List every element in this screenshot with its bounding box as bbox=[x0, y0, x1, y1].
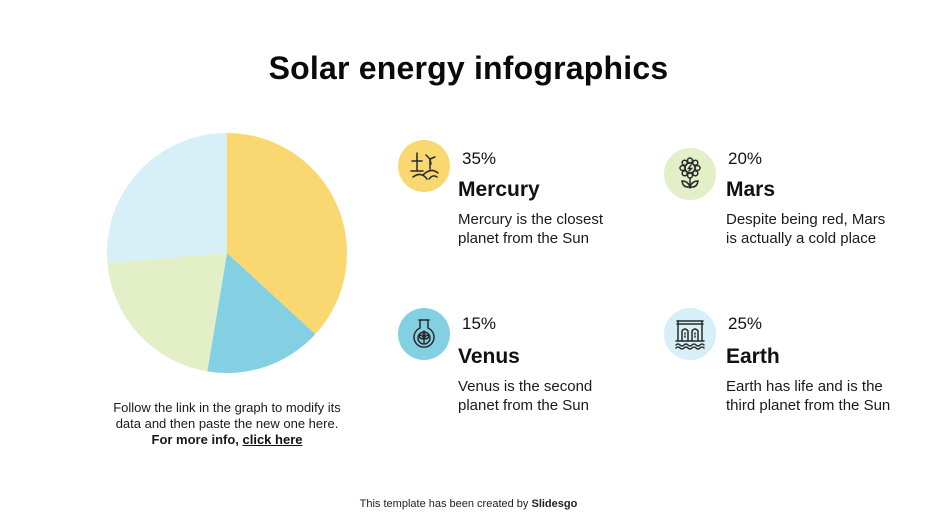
venus-description: Venus is the second planet from the Sun bbox=[458, 378, 593, 414]
note-line-1: Follow the link in the graph to modify i… bbox=[113, 400, 341, 415]
chart-note: Follow the link in the graph to modify i… bbox=[80, 400, 374, 448]
wind-turbine-icon bbox=[398, 140, 450, 192]
earth-percent: 25% bbox=[728, 314, 763, 333]
venus-title: Venus bbox=[458, 345, 520, 368]
note-line-2: data and then paste the new one here. bbox=[115, 416, 339, 431]
click-here-link[interactable]: click here bbox=[242, 432, 303, 447]
mars-percent: 20% bbox=[728, 149, 763, 168]
page-title: Solar energy infographics bbox=[268, 50, 669, 86]
earth-title: Earth bbox=[726, 345, 780, 368]
mercury-percent: 35% bbox=[462, 149, 497, 168]
flask-leaf-icon bbox=[398, 308, 450, 360]
note-bold-prefix: For more info, bbox=[151, 432, 243, 447]
mars-title: Mars bbox=[726, 178, 776, 201]
venus-percent: 15% bbox=[462, 314, 497, 333]
pie-chart[interactable] bbox=[106, 132, 348, 374]
earth-description: Earth has life and is the third planet f… bbox=[726, 378, 891, 414]
mars-description: Despite being red, Mars is actually a co… bbox=[726, 211, 886, 247]
mercury-description: Mercury is the closest planet from the S… bbox=[458, 211, 604, 247]
flower-energy-icon bbox=[664, 148, 716, 200]
pie-slice-venus[interactable] bbox=[207, 253, 316, 373]
footer-text: This template has been created by bbox=[359, 498, 532, 510]
footer-credit: This template has been created by Slides… bbox=[0, 498, 937, 510]
pie-slice-earth[interactable] bbox=[106, 133, 227, 263]
dam-icon bbox=[664, 308, 716, 360]
mercury-title: Mercury bbox=[458, 178, 540, 201]
footer-brand: Slidesgo bbox=[531, 498, 578, 510]
pie-slice-mercury[interactable] bbox=[227, 133, 348, 335]
pie-slice-mars[interactable] bbox=[107, 253, 227, 372]
